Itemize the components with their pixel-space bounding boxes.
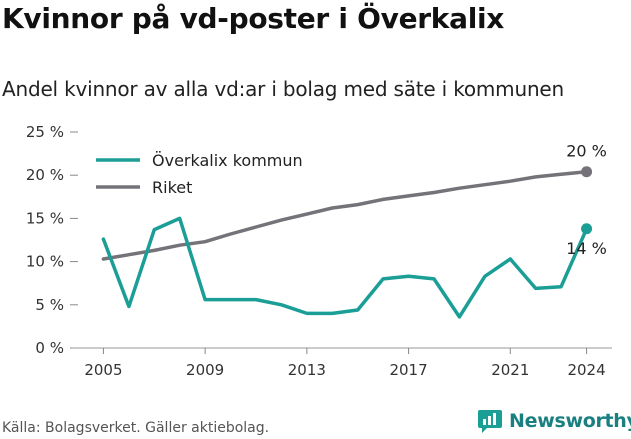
end-label-overkalix: 14 % <box>566 239 607 258</box>
legend-label-overkalix: Överkalix kommun <box>152 151 303 170</box>
chart-subtitle: Andel kvinnor av alla vd:ar i bolag med … <box>2 77 564 101</box>
y-tick-label: 20 % <box>26 166 64 184</box>
chart-title: Kvinnor på vd-poster i Överkalix <box>2 2 505 35</box>
newsworthy-logo: Newsworthy <box>477 408 631 434</box>
x-tick-label: 2021 <box>491 361 529 379</box>
y-tick-label: 25 % <box>26 123 64 141</box>
legend-label-riket: Riket <box>152 178 192 197</box>
x-tick-label: 2024 <box>567 361 605 379</box>
newsworthy-logo-icon <box>478 410 502 433</box>
end-point-riket <box>581 166 593 178</box>
end-point-overkalix <box>581 223 593 235</box>
series-line-overkalix <box>101 216 589 319</box>
logo-text: Newsworthy <box>509 410 631 432</box>
source-footer: Källa: Bolagsverket. Gäller aktiebolag. <box>2 420 270 436</box>
y-tick-label: 15 % <box>26 209 64 227</box>
x-tick-label: 2017 <box>389 361 427 379</box>
x-tick-label: 2009 <box>186 361 224 379</box>
x-tick-label: 2005 <box>84 361 122 379</box>
y-tick-label: 10 % <box>26 253 64 271</box>
y-tick-label: 0 % <box>35 339 64 357</box>
y-tick-label: 5 % <box>35 296 64 314</box>
series-line-riket <box>101 169 589 261</box>
end-label-riket: 20 % <box>566 142 607 161</box>
x-tick-label: 2013 <box>288 361 326 379</box>
line-chart: 0 % 5 % 10 % 15 % 20 % 25 % 2005 2009 2013 2017 20… <box>26 123 612 379</box>
